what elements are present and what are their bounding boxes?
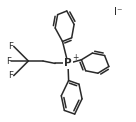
- Text: I⁻: I⁻: [114, 7, 123, 17]
- Text: F: F: [6, 56, 11, 66]
- Text: +: +: [73, 53, 79, 62]
- Text: P: P: [64, 58, 72, 68]
- Text: F: F: [8, 71, 13, 80]
- Text: F: F: [8, 42, 13, 51]
